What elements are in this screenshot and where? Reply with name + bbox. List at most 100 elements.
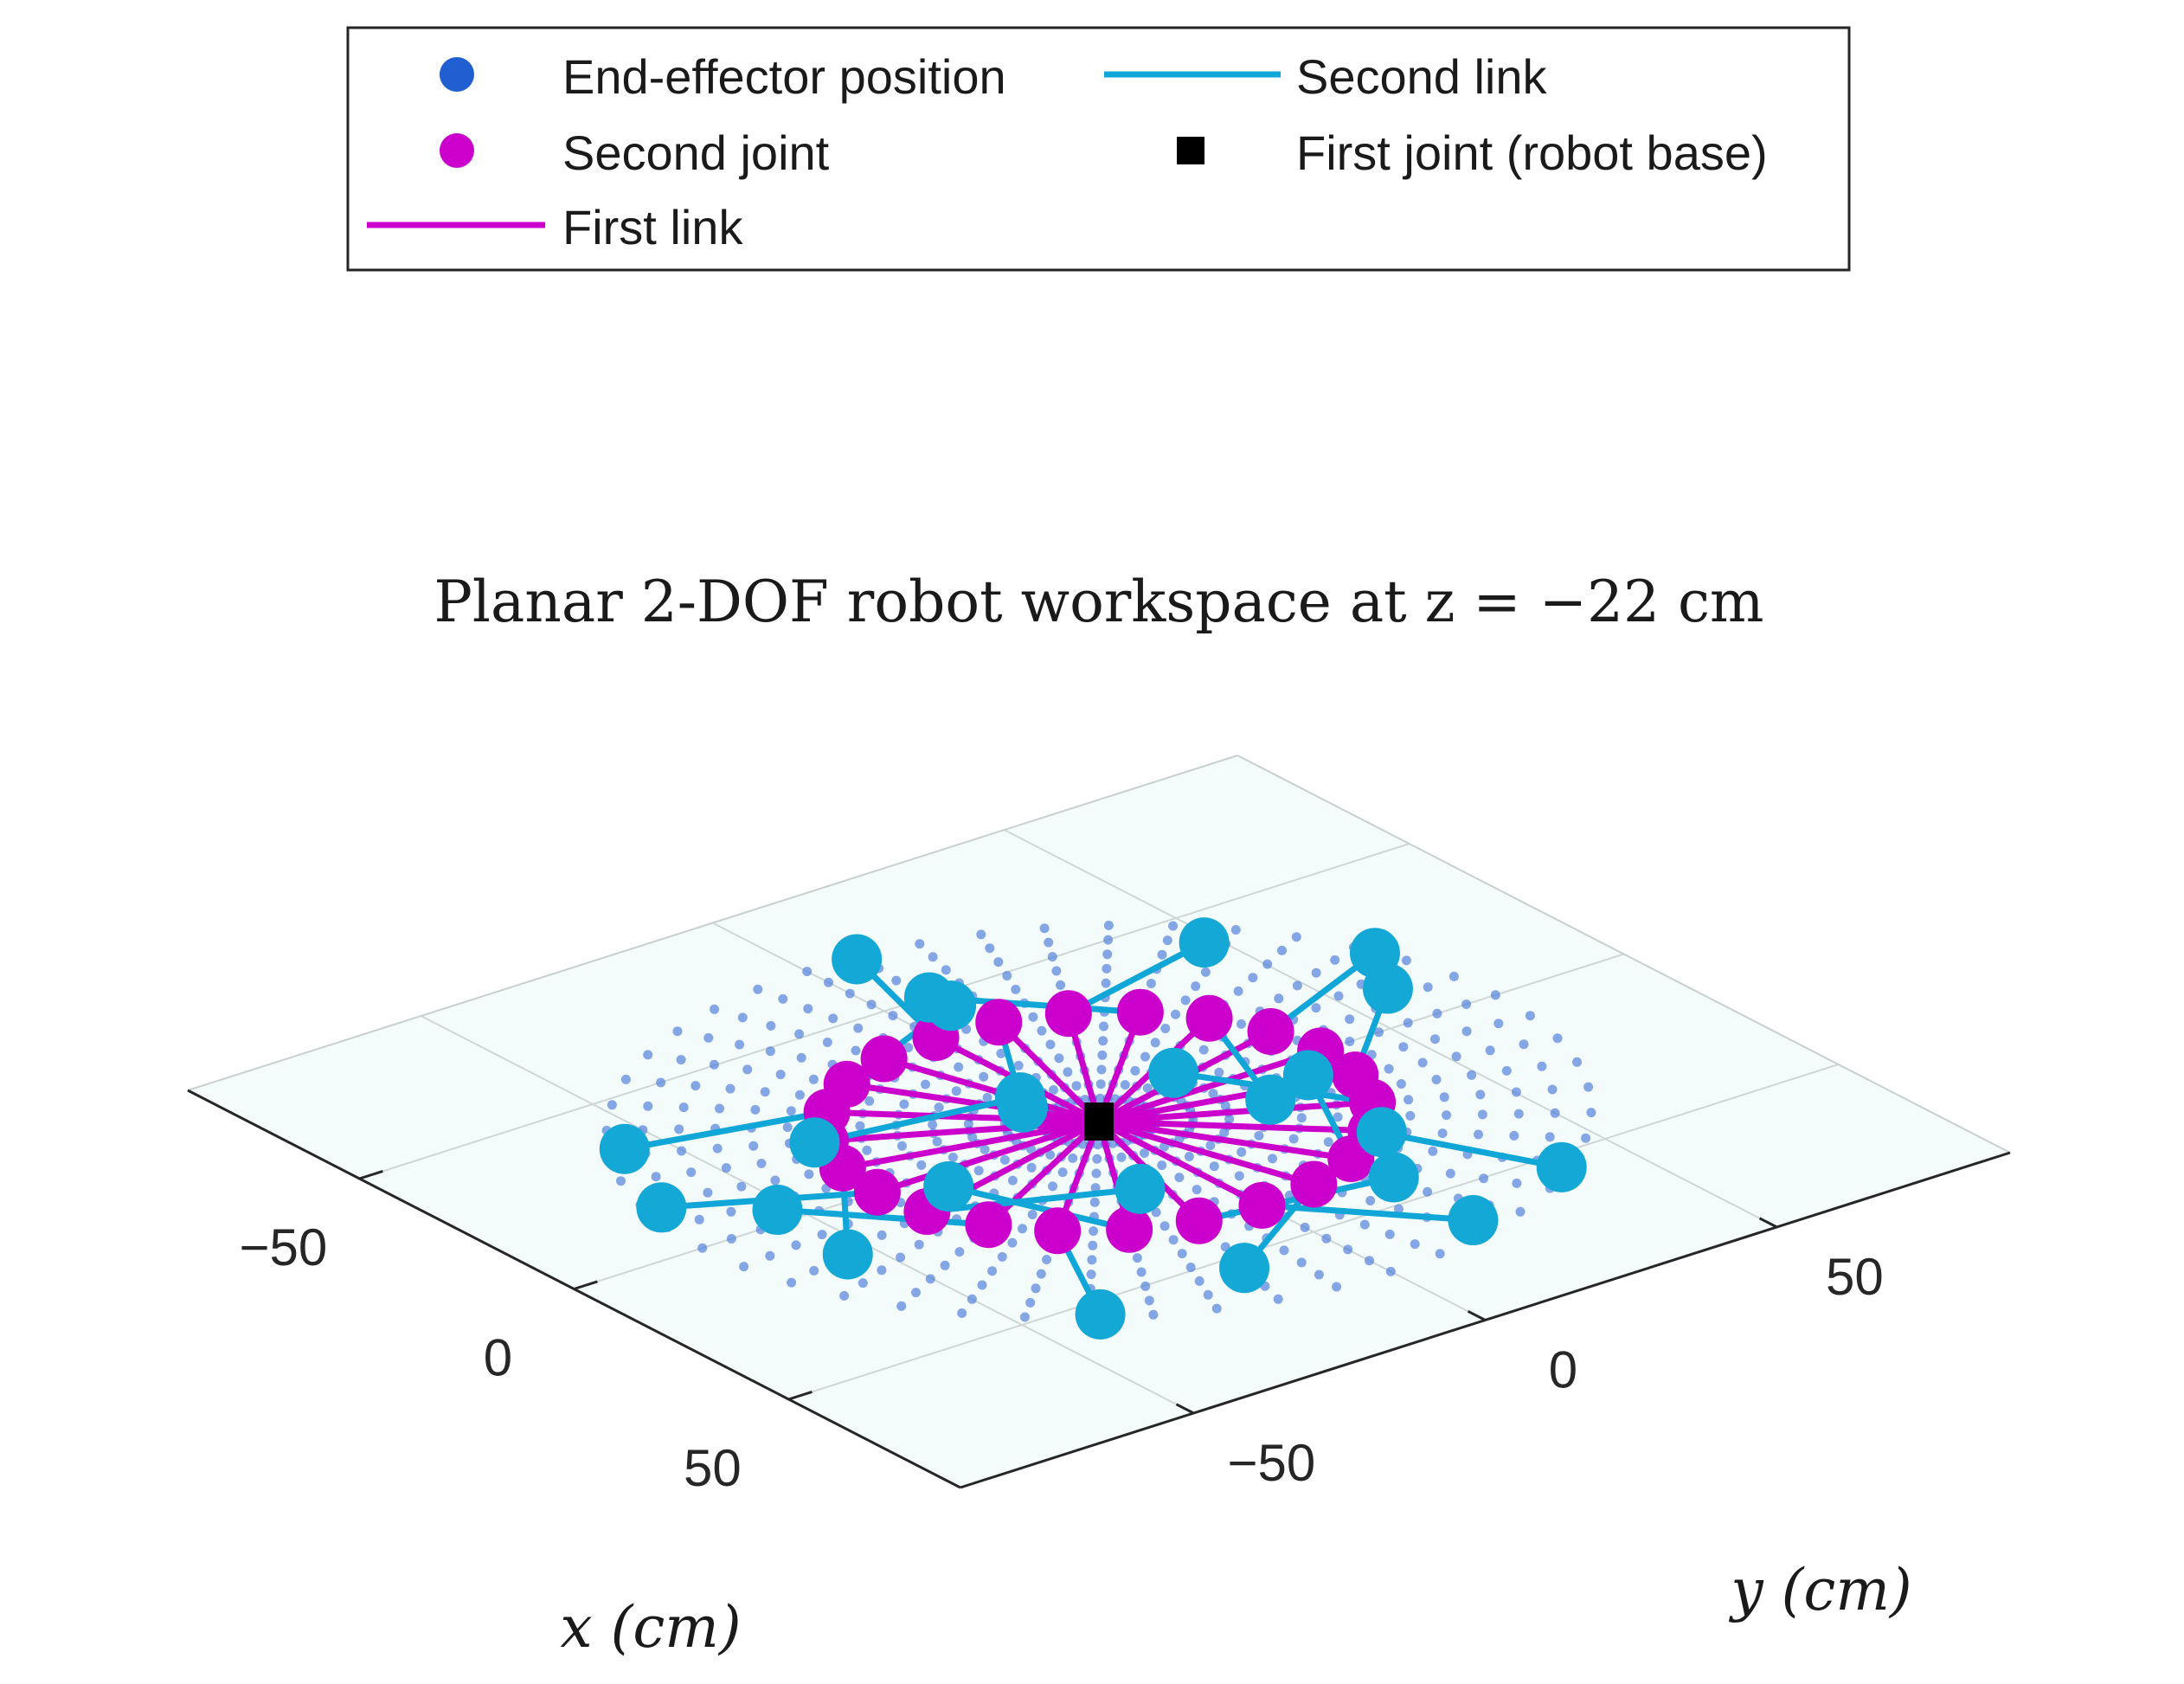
workspace-point (1013, 1060, 1024, 1070)
workspace-point (1026, 1162, 1037, 1173)
end-effector (1179, 917, 1230, 968)
workspace-point (1345, 1037, 1355, 1046)
end-effector (832, 934, 883, 985)
workspace-point (1095, 1093, 1105, 1103)
legend-end-effector-label: End-effector position (562, 49, 1006, 104)
workspace-point (1027, 1210, 1037, 1219)
second-joint (853, 1168, 901, 1216)
second-link (624, 1109, 828, 1153)
workspace-point (1234, 1171, 1244, 1181)
workspace-point (786, 1106, 796, 1116)
y-tick (1467, 1309, 1487, 1321)
first-link (996, 1019, 1102, 1124)
workspace-point (1205, 1141, 1216, 1151)
workspace-point (1057, 1167, 1068, 1178)
workspace-point (1485, 1045, 1495, 1056)
x-tick (573, 1280, 598, 1290)
end-effector (1448, 1195, 1499, 1246)
workspace-point (703, 1032, 714, 1043)
workspace-point (803, 1004, 813, 1014)
axes: −50 0 50 −50 0 50 (187, 1089, 2011, 1497)
workspace-point (1445, 1168, 1455, 1179)
workspace-point (1333, 991, 1344, 1001)
workspace-point (1096, 1064, 1107, 1075)
workspace-point (686, 1167, 697, 1178)
workspace-point (1045, 1039, 1056, 1050)
workspace-point (1479, 1173, 1489, 1184)
workspace-point (977, 1280, 987, 1290)
x-tick-label: 0 (484, 1329, 512, 1387)
workspace-point (1039, 923, 1050, 934)
workspace-point (947, 1152, 958, 1162)
workspace-point (1200, 967, 1211, 977)
workspace-point (934, 1102, 944, 1113)
legend-box (346, 26, 1851, 272)
workspace-point (1120, 1080, 1130, 1090)
workspace-point (1475, 1089, 1486, 1100)
second-link (1067, 940, 1206, 1017)
workspace-point (1323, 1137, 1333, 1147)
workspace-point (1168, 1235, 1179, 1245)
workspace-point (1150, 1038, 1160, 1048)
workspace-point (1048, 1181, 1057, 1192)
workspace-point (1343, 1244, 1353, 1255)
workspace-point (1277, 945, 1287, 955)
floor-left-edge (187, 755, 1238, 1091)
workspace-point (766, 1020, 776, 1031)
workspace-point (794, 1089, 805, 1100)
workspace-point (1423, 982, 1433, 993)
workspace-point (1086, 1269, 1096, 1280)
workspace-point (1180, 995, 1191, 1006)
end-effector (636, 1182, 687, 1233)
y-tick-label: 50 (1826, 1248, 1884, 1306)
workspace-point (1428, 1146, 1438, 1156)
workspace-point (1237, 1147, 1247, 1157)
workspace-point (1068, 1153, 1078, 1163)
workspace-point (1157, 949, 1167, 960)
workspace-point (1198, 1044, 1209, 1055)
workspace-point (1365, 1196, 1376, 1205)
workspace-point (1403, 1018, 1413, 1028)
workspace-point (691, 1081, 701, 1091)
workspace-point (1140, 1051, 1150, 1062)
workspace-point (1063, 1067, 1073, 1077)
second-link (777, 1206, 989, 1228)
workspace-point (1045, 1150, 1056, 1160)
workspace-point (1417, 1057, 1428, 1068)
workspace-point (787, 1277, 797, 1288)
workspace-point (607, 1100, 617, 1110)
workspace-point (1537, 1061, 1547, 1071)
workspace-point (1330, 954, 1340, 965)
workspace-point (1583, 1082, 1594, 1092)
first-link (1098, 1118, 1352, 1162)
workspace-point (1515, 1206, 1526, 1217)
workspace-point (1018, 1224, 1027, 1234)
x-tick (787, 1390, 813, 1401)
workspace-point (1461, 1026, 1472, 1037)
workspace-point (1047, 952, 1057, 962)
end-effector (994, 1072, 1045, 1123)
workspace-point (1552, 1033, 1563, 1044)
workspace-point (1311, 1003, 1321, 1013)
workspace-point (1490, 990, 1500, 1000)
end-effector (1245, 1074, 1296, 1125)
workspace-point (1220, 1101, 1230, 1111)
workspace-point (1442, 1110, 1452, 1121)
workspace-point (957, 1308, 967, 1318)
workspace-point (1130, 1065, 1140, 1076)
workspace-point (1321, 1233, 1332, 1244)
workspace-point (742, 1064, 753, 1075)
workspace-point (643, 1101, 653, 1111)
workspace-point (656, 1077, 666, 1088)
second-joint (1247, 1008, 1294, 1056)
workspace-point (697, 1243, 708, 1253)
workspace-point (951, 1086, 961, 1096)
workspace-point (864, 1096, 875, 1106)
workspace-point (866, 999, 877, 1010)
workspace-point (1435, 1249, 1445, 1259)
first-link (1098, 1118, 1371, 1134)
workspace-point (1430, 1034, 1440, 1044)
workspace-point (967, 1132, 978, 1142)
workspace-point (1230, 925, 1241, 935)
second-joint (1116, 988, 1164, 1036)
